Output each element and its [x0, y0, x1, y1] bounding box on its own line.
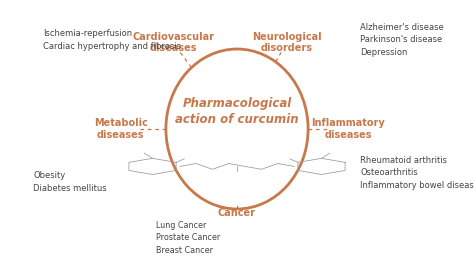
Text: Cancer: Cancer	[218, 208, 256, 218]
Text: Ischemia-reperfusion
Cardiac hypertrophy and fibrosis: Ischemia-reperfusion Cardiac hypertrophy…	[43, 29, 181, 51]
Text: Alzheimer's disease
Parkinson's disease
Depression: Alzheimer's disease Parkinson's disease …	[360, 23, 444, 57]
Text: Lung Cancer
Prostate Cancer
Breast Cancer
Head and neck squamous cell carcinoma: Lung Cancer Prostate Cancer Breast Cance…	[156, 221, 322, 258]
Text: Rheumatoid arthritis
Osteoarthritis
Inflammatory bowel diseases: Rheumatoid arthritis Osteoarthritis Infl…	[360, 156, 474, 190]
Text: Cardiovascular
diseases: Cardiovascular diseases	[132, 32, 214, 53]
Text: Inflammatory
diseases: Inflammatory diseases	[311, 118, 385, 140]
Text: action of curcumin: action of curcumin	[175, 114, 299, 126]
Text: Neurological
disorders: Neurological disorders	[252, 32, 321, 53]
Text: Pharmacological: Pharmacological	[182, 97, 292, 110]
Text: Metabolic
diseases: Metabolic diseases	[94, 118, 148, 140]
Text: Obesity
Diabetes mellitus: Obesity Diabetes mellitus	[33, 171, 107, 193]
